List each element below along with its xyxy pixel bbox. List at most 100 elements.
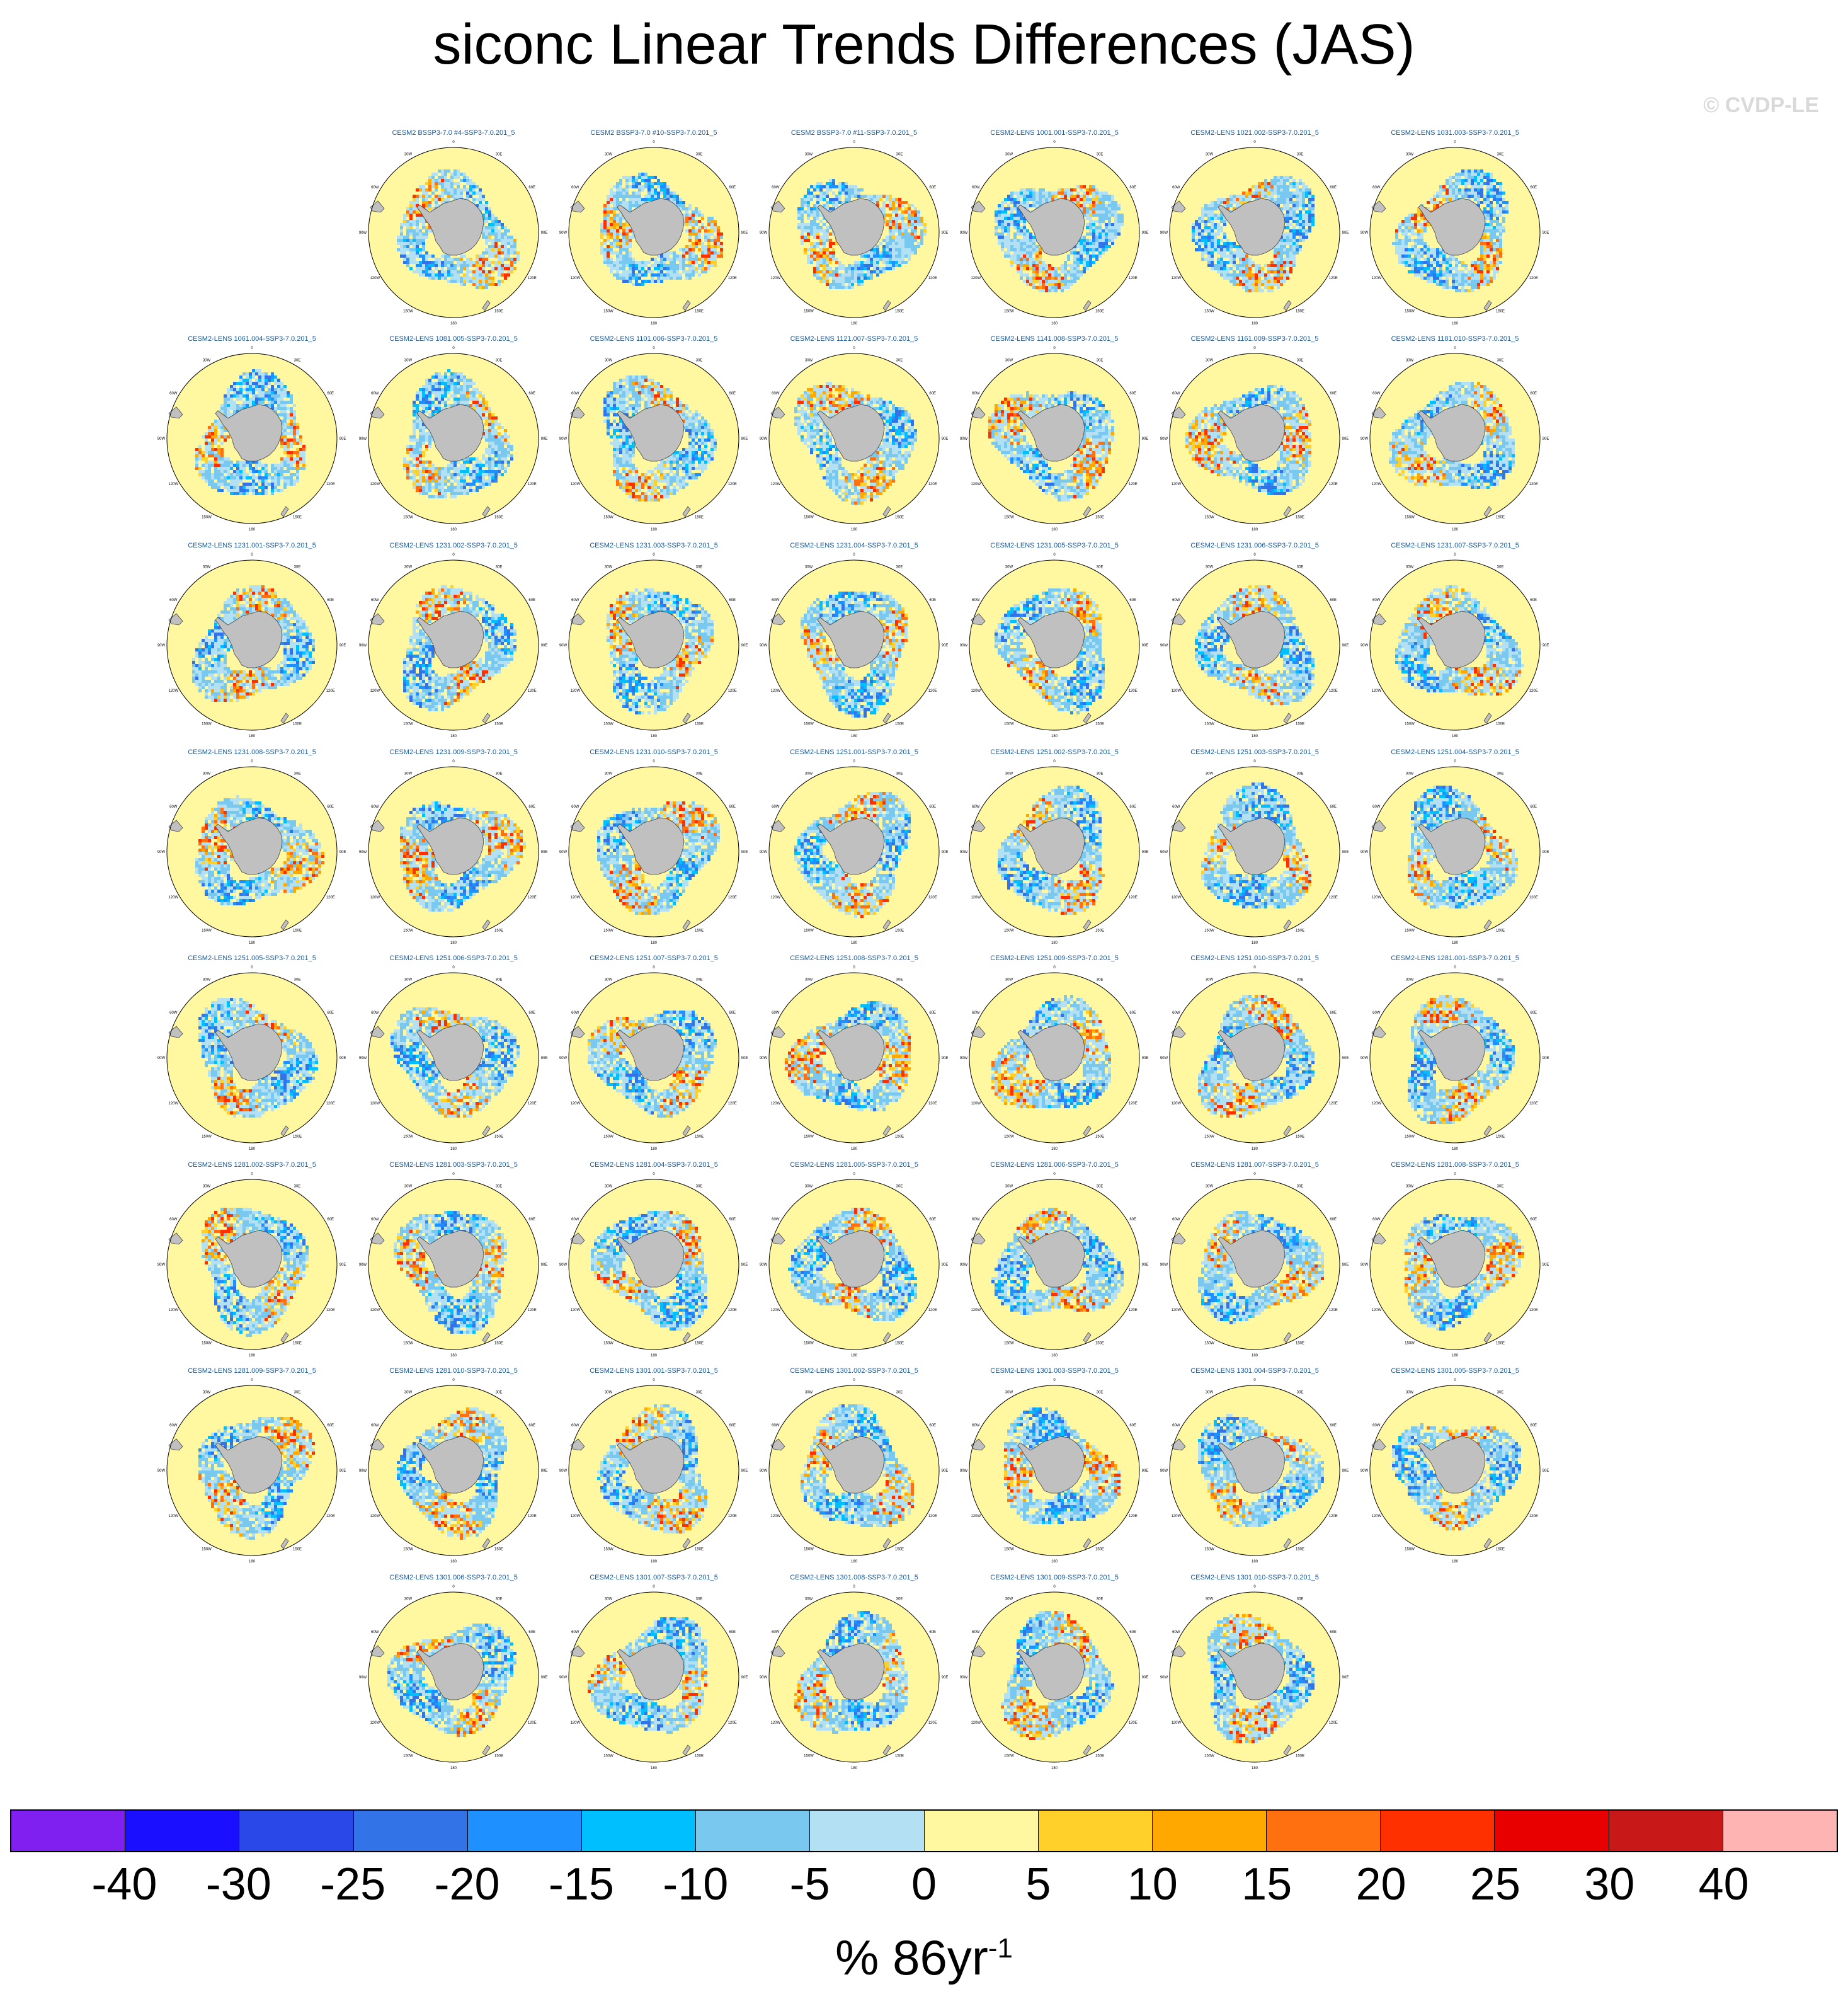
longitude-label: 60W (371, 1218, 379, 1222)
polar-stereographic-map: 0 30E 60E 90E 120E 150E 180 150W 120W 90W 60W 30W (760, 760, 948, 945)
longitude-label: 120E (1329, 896, 1338, 900)
map-boundary (768, 353, 940, 524)
polar-stereographic-map: 0 30E 60E 90E 120E 150E 180 150W 120W 90W 60W 30W (760, 140, 948, 326)
longitude-label: 30E (696, 1390, 703, 1394)
map-boundary (568, 766, 739, 937)
longitude-label: 30E (1097, 152, 1104, 156)
longitude-label: 150E (895, 1755, 904, 1758)
longitude-label: 120E (1329, 483, 1338, 486)
map-panel: CESM2-LENS 1251.002-SSP3-7.0.201_5 0 30E 60… (960, 748, 1149, 950)
longitude-label: 60E (729, 186, 736, 190)
longitude-label: 150E (695, 1135, 704, 1139)
longitude-label: 90E (541, 644, 548, 648)
south-america-landmass (370, 1026, 385, 1038)
map-boundary (1169, 1591, 1340, 1763)
map-panel: CESM2-LENS 1281.003-SSP3-7.0.201_5 0 30E 60… (359, 1161, 548, 1363)
south-america-landmass (570, 1645, 585, 1658)
longitude-label: 120W (971, 1515, 981, 1518)
longitude-label: 120W (1371, 896, 1381, 900)
new-zealand-landmass (1483, 300, 1492, 311)
longitude-label: 120E (528, 483, 537, 486)
longitude-label: 30E (1297, 978, 1304, 982)
longitude-label: 90W (359, 851, 367, 854)
longitude-label: 30W (1005, 565, 1013, 569)
trend-field (797, 179, 927, 289)
polar-stereographic-map: 0 30E 60E 90E 120E 150E 180 150W 120W 90W 60W 30W (960, 140, 1148, 326)
longitude-label: 30E (294, 1390, 301, 1394)
longitude-label: 120W (168, 896, 178, 900)
longitude-label: 60E (1530, 599, 1537, 602)
longitude-label: 90E (942, 1469, 949, 1473)
longitude-label: 120E (326, 1309, 335, 1312)
antarctica-landmass (416, 198, 484, 256)
new-zealand-landmass (882, 300, 891, 311)
longitude-label: 60E (327, 1424, 334, 1428)
longitude-label: 60E (327, 805, 334, 809)
longitude-label: 90E (1543, 851, 1549, 854)
polar-stereographic-map: 0 30E 60E 90E 120E 150E 180 150W 120W 90W 60W 30W (359, 140, 547, 326)
longitude-label: 180 (1252, 528, 1258, 532)
map-panel: CESM2-LENS 1001.001-SSP3-7.0.201_5 0 30E 60… (960, 129, 1149, 331)
longitude-label: 60W (1372, 599, 1381, 602)
longitude-label: 30E (896, 1390, 903, 1394)
longitude-label: 90E (1543, 1469, 1549, 1473)
longitude-label: 60W (1172, 186, 1180, 190)
map-panel: CESM2-LENS 1251.008-SSP3-7.0.201_5 0 30E 60… (760, 954, 949, 1156)
longitude-label: 180 (450, 528, 457, 532)
longitude-label: 0 (452, 347, 455, 350)
new-zealand-landmass (280, 1125, 289, 1137)
south-america-landmass (570, 406, 585, 419)
panel-title: CESM2-LENS 1281.005-SSP3-7.0.201_5 (760, 1161, 949, 1169)
longitude-label: 60E (729, 1630, 736, 1634)
map-boundary (368, 1385, 539, 1556)
panel-title: CESM2-LENS 1231.006-SSP3-7.0.201_5 (1160, 542, 1349, 549)
map-boundary (1369, 559, 1541, 731)
polar-stereographic-map: 0 30E 60E 90E 120E 150E 180 150W 120W 90W 60W 30W (559, 1172, 748, 1358)
longitude-label: 30E (1297, 1390, 1304, 1394)
longitude-label: 30W (404, 1184, 413, 1188)
longitude-label: 60E (729, 599, 736, 602)
longitude-label: 60W (772, 1011, 780, 1015)
south-america-landmass (570, 1026, 585, 1038)
trend-field (1395, 585, 1524, 696)
longitude-label: 30E (1497, 978, 1504, 982)
longitude-label: 180 (851, 1560, 858, 1564)
polar-stereographic-map: 0 30E 60E 90E 120E 150E 180 150W 120W 90W 60W 30W (1360, 1378, 1549, 1564)
longitude-label: 120W (1371, 1515, 1381, 1518)
map-panel: CESM2-LENS 1301.001-SSP3-7.0.201_5 0 30E 60… (559, 1367, 748, 1569)
longitude-label: 0 (452, 1172, 455, 1176)
new-zealand-landmass (280, 506, 289, 517)
longitude-label: 60E (528, 805, 535, 809)
longitude-label: 90E (741, 644, 748, 648)
longitude-label: 120E (1129, 1102, 1138, 1106)
longitude-label: 60W (772, 392, 780, 396)
longitude-label: 180 (1452, 735, 1459, 738)
map-boundary (166, 1179, 338, 1350)
longitude-label: 120E (1129, 689, 1138, 693)
longitude-label: 30W (1406, 978, 1414, 982)
panel-title: CESM2-LENS 1061.004-SSP3-7.0.201_5 (157, 335, 346, 343)
panel-title: CESM2 BSSP3-7.0 #10-SSP3-7.0.201_5 (559, 129, 748, 137)
longitude-label: 120E (1329, 1102, 1338, 1106)
south-america-landmass (971, 406, 986, 419)
colorbar-tick-label: 5 (1025, 1859, 1051, 1910)
longitude-label: 0 (452, 966, 455, 970)
longitude-label: 0 (853, 966, 855, 970)
longitude-label: 30W (605, 772, 613, 776)
longitude-label: 30E (896, 152, 903, 156)
longitude-label: 180 (1452, 1147, 1459, 1151)
longitude-label: 60E (1330, 1011, 1337, 1015)
longitude-label: 150W (603, 310, 613, 314)
colorbar-tick-label: -15 (549, 1859, 614, 1910)
longitude-label: 0 (1253, 966, 1256, 970)
antarctica-landmass (617, 1023, 685, 1081)
longitude-label: 120E (928, 896, 937, 900)
longitude-label: 90W (559, 231, 568, 235)
south-america-landmass (570, 613, 585, 626)
new-zealand-landmass (682, 1125, 691, 1137)
map-boundary (969, 1591, 1140, 1763)
longitude-label: 60W (169, 599, 178, 602)
map-boundary (1369, 353, 1541, 524)
longitude-label: 90W (760, 231, 768, 235)
panel-title: CESM2-LENS 1251.008-SSP3-7.0.201_5 (760, 954, 949, 962)
